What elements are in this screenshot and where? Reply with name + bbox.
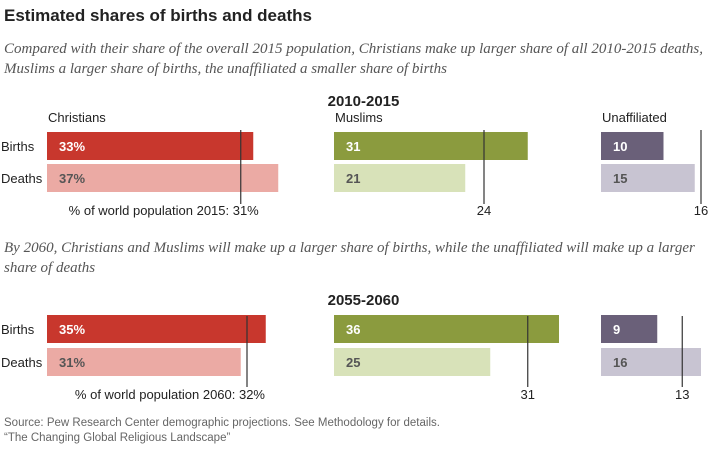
value-label-christians-births: 33% (59, 139, 85, 154)
value-label-christians-deaths: 37% (59, 171, 85, 186)
row-label-births: Births (1, 139, 35, 154)
value-label-muslims-deaths: 21 (346, 171, 360, 186)
chart-title: Estimated shares of births and deaths (4, 6, 312, 25)
source-line-1: Source: Pew Research Center demographic … (4, 417, 440, 429)
row-label-births: Births (1, 322, 35, 337)
bar-christians-deaths (47, 348, 241, 376)
population-label-unaffiliated: 16 (694, 203, 708, 218)
bar-unaffiliated-births (601, 315, 658, 343)
bar-muslims-deaths (334, 348, 491, 376)
panel-1-subtitle: Compared with their share of the overall… (4, 41, 704, 77)
group-header-unaffiliated: Unaffiliated (602, 110, 667, 125)
bar-muslims-births (334, 132, 528, 160)
value-label-unaffiliated-births: 10 (613, 139, 627, 154)
value-label-unaffiliated-deaths: 16 (613, 355, 627, 370)
population-label-christians: % of world population 2060: 32% (75, 387, 266, 402)
value-label-christians-births: 35% (59, 322, 85, 337)
population-label-muslims: 31 (521, 387, 535, 402)
source-line-2: “The Changing Global Religious Landscape… (4, 432, 231, 444)
panel-2-subtitle: By 2060, Christians and Muslims will mak… (4, 240, 695, 276)
value-label-muslims-births: 36 (346, 322, 360, 337)
bar-christians-deaths (47, 164, 279, 192)
value-label-muslims-births: 31 (346, 139, 360, 154)
bar-christians-births (47, 315, 266, 343)
population-label-muslims: 24 (477, 203, 491, 218)
panel-2-chart: Births Deaths 35% 31% % of world population … (1, 315, 701, 402)
population-label-unaffiliated: 13 (675, 387, 689, 402)
value-label-unaffiliated-births: 9 (613, 322, 620, 337)
bar-muslims-deaths (334, 164, 466, 192)
bar-christians-births (47, 132, 254, 160)
panel-1-period: 2010-2015 (327, 93, 400, 110)
population-label-christians: % of world population 2015: 31% (69, 203, 260, 218)
value-label-muslims-deaths: 25 (346, 355, 360, 370)
value-label-christians-deaths: 31% (59, 355, 85, 370)
source-note: Source: Pew Research Center demographic … (4, 416, 440, 446)
bar-unaffiliated-deaths (601, 348, 701, 376)
bar-unaffiliated-deaths (601, 164, 695, 192)
row-label-deaths: Deaths (1, 355, 43, 370)
panel-2-period: 2055-2060 (327, 292, 400, 309)
bar-muslims-births (334, 315, 559, 343)
group-header-christians: Christians (48, 110, 106, 125)
group-header-muslims: Muslims (335, 110, 383, 125)
panel-1-chart: Births Deaths Christians 33% 37% % of world p… (1, 110, 708, 218)
bar-unaffiliated-births (601, 132, 664, 160)
value-label-unaffiliated-deaths: 15 (613, 171, 627, 186)
row-label-deaths: Deaths (1, 171, 43, 186)
